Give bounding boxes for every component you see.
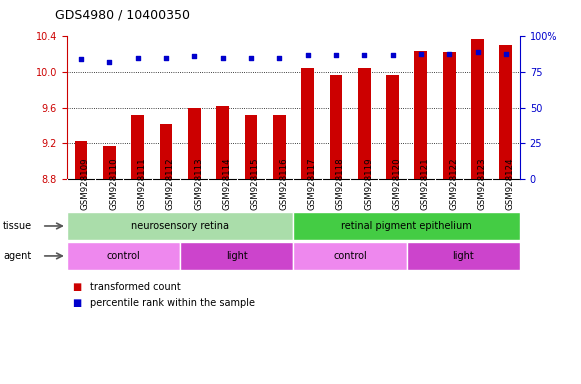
Bar: [188, 108, 200, 179]
Text: GSM928113: GSM928113: [194, 157, 203, 210]
Text: percentile rank within the sample: percentile rank within the sample: [90, 298, 255, 308]
Text: GSM928122: GSM928122: [449, 157, 458, 210]
Text: retinal pigment epithelium: retinal pigment epithelium: [341, 221, 472, 231]
Point: [246, 55, 256, 61]
Bar: [407, 242, 520, 270]
Point: [360, 52, 369, 58]
Text: agent: agent: [3, 251, 31, 261]
Text: ■: ■: [73, 282, 85, 292]
Point: [76, 56, 85, 62]
Text: light: light: [226, 251, 248, 261]
Point: [133, 55, 142, 61]
Text: GSM928118: GSM928118: [336, 157, 345, 210]
Bar: [67, 242, 180, 270]
Point: [105, 59, 114, 65]
Text: control: control: [333, 251, 367, 261]
Text: GSM928117: GSM928117: [307, 157, 317, 210]
Bar: [67, 212, 293, 240]
Bar: [216, 106, 229, 179]
Bar: [329, 74, 342, 179]
Text: GSM928114: GSM928114: [223, 157, 232, 210]
Point: [189, 53, 199, 60]
Text: GSM928119: GSM928119: [364, 157, 373, 210]
Bar: [273, 115, 286, 179]
Text: GSM928121: GSM928121: [421, 157, 430, 210]
Text: transformed count: transformed count: [90, 282, 181, 292]
Text: GSM928109: GSM928109: [81, 157, 90, 210]
Text: GSM928115: GSM928115: [251, 157, 260, 210]
Text: GSM928116: GSM928116: [279, 157, 288, 210]
Bar: [414, 51, 427, 179]
Point: [303, 52, 312, 58]
Point: [218, 55, 227, 61]
Point: [331, 52, 340, 58]
Point: [162, 55, 171, 61]
Bar: [74, 141, 87, 179]
Point: [416, 50, 425, 56]
Bar: [180, 242, 293, 270]
Bar: [160, 124, 173, 179]
Text: GSM928112: GSM928112: [166, 157, 175, 210]
Bar: [293, 212, 520, 240]
Text: ■: ■: [73, 298, 85, 308]
Bar: [131, 115, 144, 179]
Bar: [301, 68, 314, 179]
Point: [501, 50, 511, 56]
Bar: [103, 146, 116, 179]
Bar: [386, 74, 399, 179]
Bar: [500, 45, 512, 179]
Text: GSM928123: GSM928123: [478, 157, 486, 210]
Text: GDS4980 / 10400350: GDS4980 / 10400350: [55, 8, 190, 21]
Bar: [443, 53, 456, 179]
Point: [275, 55, 284, 61]
Bar: [245, 115, 257, 179]
Bar: [293, 242, 407, 270]
Text: GSM928120: GSM928120: [393, 157, 401, 210]
Text: neurosensory retina: neurosensory retina: [131, 221, 229, 231]
Text: GSM928124: GSM928124: [506, 157, 515, 210]
Text: control: control: [106, 251, 141, 261]
Bar: [471, 39, 484, 179]
Text: light: light: [453, 251, 474, 261]
Point: [473, 49, 482, 55]
Bar: [358, 68, 371, 179]
Point: [444, 50, 454, 56]
Text: tissue: tissue: [3, 221, 32, 231]
Text: GSM928110: GSM928110: [109, 157, 119, 210]
Point: [388, 52, 397, 58]
Text: GSM928111: GSM928111: [138, 157, 146, 210]
